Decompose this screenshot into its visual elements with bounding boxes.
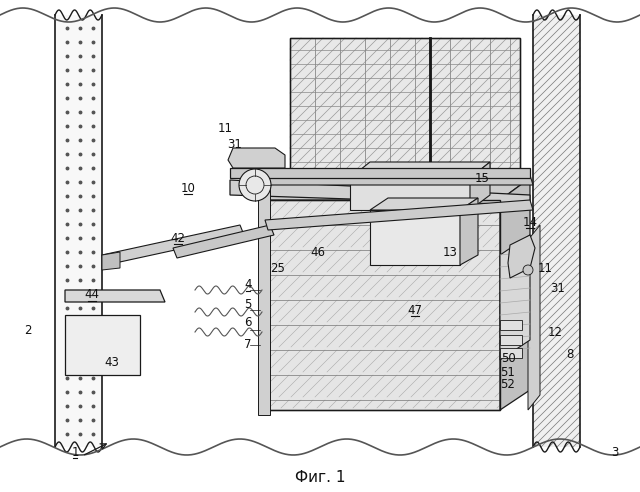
Text: 31: 31 — [550, 281, 565, 295]
Polygon shape — [500, 178, 530, 410]
Polygon shape — [508, 235, 535, 278]
Polygon shape — [370, 210, 460, 265]
Polygon shape — [430, 38, 520, 195]
Text: 7: 7 — [244, 338, 252, 351]
Text: 44: 44 — [84, 288, 99, 302]
Circle shape — [239, 169, 271, 201]
Text: 11: 11 — [538, 262, 552, 275]
Text: 43: 43 — [104, 356, 120, 369]
Polygon shape — [55, 15, 102, 447]
Polygon shape — [528, 225, 540, 410]
Text: 12: 12 — [547, 326, 563, 338]
Text: 4: 4 — [244, 278, 252, 291]
Text: 1: 1 — [71, 445, 79, 459]
Polygon shape — [258, 175, 270, 415]
Polygon shape — [173, 225, 274, 258]
Text: 42: 42 — [170, 232, 186, 245]
Polygon shape — [65, 290, 165, 302]
Text: 50: 50 — [500, 351, 515, 365]
Polygon shape — [500, 348, 522, 358]
Polygon shape — [102, 225, 244, 265]
Text: 11: 11 — [218, 122, 232, 134]
Polygon shape — [533, 15, 580, 447]
Polygon shape — [350, 162, 490, 178]
Text: 31: 31 — [228, 139, 243, 152]
Polygon shape — [290, 38, 430, 195]
Text: 52: 52 — [500, 378, 515, 392]
Polygon shape — [230, 180, 530, 205]
Text: 2: 2 — [24, 324, 32, 337]
Polygon shape — [265, 175, 533, 185]
Polygon shape — [65, 315, 140, 375]
Text: 8: 8 — [566, 348, 573, 362]
Text: 14: 14 — [522, 215, 538, 228]
Text: 51: 51 — [500, 366, 515, 378]
Polygon shape — [265, 178, 530, 200]
Polygon shape — [230, 168, 530, 178]
Text: 5: 5 — [244, 299, 252, 311]
Text: 6: 6 — [244, 315, 252, 329]
Text: Фиг. 1: Фиг. 1 — [295, 470, 345, 486]
Polygon shape — [228, 148, 285, 168]
Polygon shape — [265, 200, 533, 230]
Text: 47: 47 — [408, 304, 422, 316]
Polygon shape — [265, 200, 500, 410]
Polygon shape — [500, 320, 522, 330]
Text: 3: 3 — [611, 445, 619, 459]
Text: 46: 46 — [310, 246, 326, 258]
Polygon shape — [350, 178, 470, 210]
Polygon shape — [102, 252, 120, 270]
Text: 13: 13 — [443, 246, 458, 258]
Polygon shape — [470, 162, 490, 210]
Text: 10: 10 — [180, 182, 195, 194]
Circle shape — [523, 265, 533, 275]
Text: 15: 15 — [475, 172, 490, 184]
Polygon shape — [370, 198, 478, 210]
Polygon shape — [460, 198, 478, 265]
Text: 25: 25 — [271, 262, 285, 275]
Polygon shape — [500, 335, 522, 345]
Polygon shape — [500, 235, 530, 360]
